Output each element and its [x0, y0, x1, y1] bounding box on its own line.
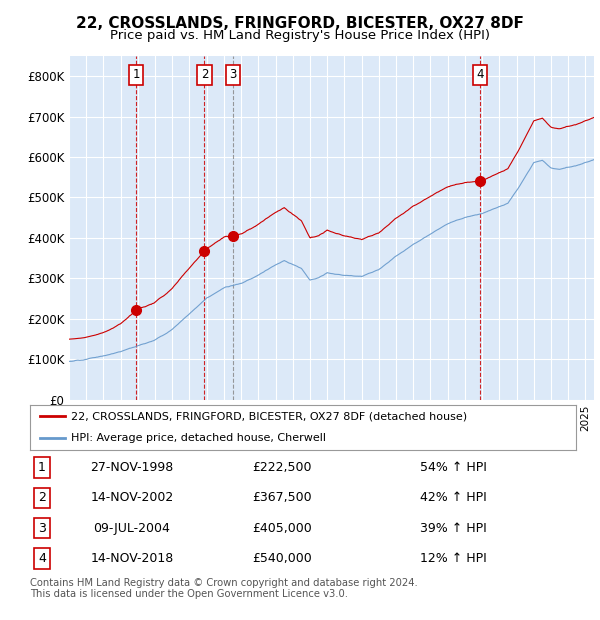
Text: 1: 1: [38, 461, 46, 474]
Text: Contains HM Land Registry data © Crown copyright and database right 2024.
This d: Contains HM Land Registry data © Crown c…: [30, 578, 418, 600]
Text: HPI: Average price, detached house, Cherwell: HPI: Average price, detached house, Cher…: [71, 433, 326, 443]
Text: 14-NOV-2018: 14-NOV-2018: [91, 552, 173, 565]
Text: Price paid vs. HM Land Registry's House Price Index (HPI): Price paid vs. HM Land Registry's House …: [110, 29, 490, 42]
Text: 12% ↑ HPI: 12% ↑ HPI: [420, 552, 487, 565]
Text: 3: 3: [38, 521, 46, 534]
Text: 2: 2: [38, 492, 46, 505]
Text: 09-JUL-2004: 09-JUL-2004: [94, 521, 170, 534]
Text: £367,500: £367,500: [252, 492, 312, 505]
Text: 3: 3: [229, 68, 236, 81]
Text: 22, CROSSLANDS, FRINGFORD, BICESTER, OX27 8DF (detached house): 22, CROSSLANDS, FRINGFORD, BICESTER, OX2…: [71, 411, 467, 421]
Text: £222,500: £222,500: [252, 461, 312, 474]
Text: 22, CROSSLANDS, FRINGFORD, BICESTER, OX27 8DF: 22, CROSSLANDS, FRINGFORD, BICESTER, OX2…: [76, 16, 524, 30]
Text: 2: 2: [201, 68, 208, 81]
Text: 54% ↑ HPI: 54% ↑ HPI: [420, 461, 487, 474]
Text: 14-NOV-2002: 14-NOV-2002: [91, 492, 173, 505]
Text: 1: 1: [133, 68, 140, 81]
Text: 4: 4: [476, 68, 484, 81]
Text: 39% ↑ HPI: 39% ↑ HPI: [420, 521, 487, 534]
Text: 27-NOV-1998: 27-NOV-1998: [91, 461, 173, 474]
Text: 42% ↑ HPI: 42% ↑ HPI: [420, 492, 487, 505]
Text: 4: 4: [38, 552, 46, 565]
Text: £405,000: £405,000: [252, 521, 312, 534]
Text: £540,000: £540,000: [252, 552, 312, 565]
